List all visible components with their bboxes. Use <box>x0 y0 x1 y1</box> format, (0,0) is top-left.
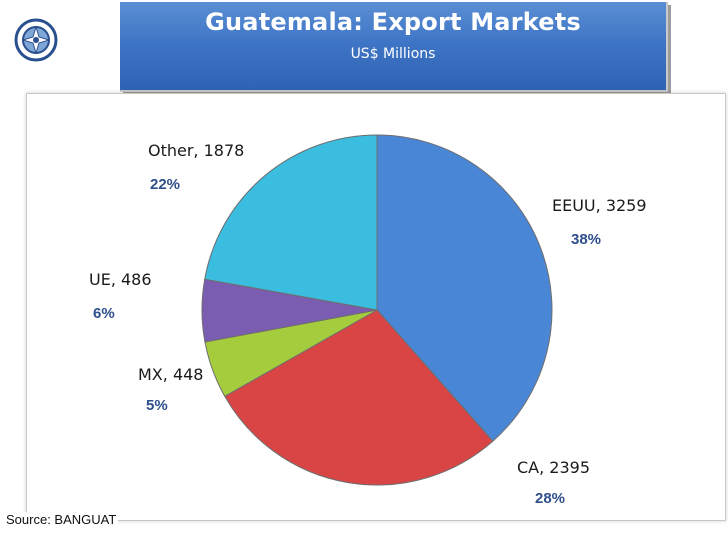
pie-slice-other <box>204 134 378 311</box>
slice-percent-other: 22% <box>150 176 181 193</box>
slice-percent-mx: 5% <box>146 397 168 414</box>
slice-percent-eeuu: 38% <box>571 231 602 248</box>
pie-slice-ca <box>224 309 494 486</box>
chart-title: Guatemala: Export Markets <box>205 8 581 36</box>
slice-label-ca: CA, 2395 <box>517 458 591 477</box>
pie-chart <box>201 134 553 486</box>
slice-label-eeuu: EEUU, 3259 <box>552 196 647 215</box>
pie-slice-eeuu <box>376 134 553 442</box>
source-note: Source: BANGUAT <box>6 512 119 527</box>
slice-label-ue: UE, 486 <box>89 270 152 289</box>
slice-label-mx: MX, 448 <box>138 365 204 384</box>
logo-seal-icon <box>14 18 58 62</box>
slice-label-other: Other, 1878 <box>148 141 245 160</box>
chart-subtitle: US$ Millions <box>350 46 436 62</box>
chart-frame: EEUU, 3259 38% CA, 2395 28% MX, 448 5% U… <box>26 93 726 521</box>
title-banner: Guatemala: Export Markets US$ Millions <box>120 2 668 92</box>
slice-percent-ca: 28% <box>535 490 566 507</box>
slice-percent-ue: 6% <box>93 305 115 322</box>
